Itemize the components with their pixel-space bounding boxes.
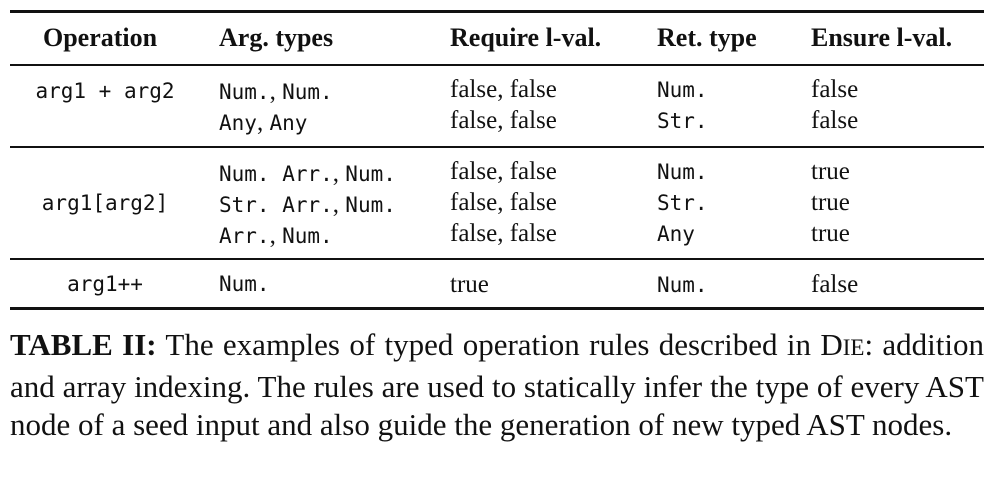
caption-text: : addition and array indexing. The rules… [10,327,984,442]
caption-label: TABLE II: [10,327,157,362]
header-operation: Operation [43,23,158,52]
arg-separator: , [332,191,346,218]
require-lval-cell: false, false [450,76,557,103]
arg-type: Num. [282,80,333,104]
arg-types-cell: Num. [219,274,270,295]
require-lval-cell: false, false [450,158,557,185]
require-lval-cell: false, false [450,189,557,216]
arg-type: Num. [219,272,270,296]
ret-type-cell: Str. [657,109,708,133]
table-top-rule [10,10,984,13]
arg-types-cell: Num. Arr., Num. [219,161,396,186]
arg-type: Any [269,111,308,135]
header-ensure-lval: Ensure l-val. [811,23,953,52]
require-lval-cell: false, false [450,107,557,134]
operation-indexing: arg1[arg2] [41,191,169,215]
ensure-lval-cell: false [811,76,859,103]
operation-addition: arg1 + arg2 [35,79,175,103]
arg-separator: , [332,160,346,187]
arg-type: Str. Arr. [219,193,333,217]
ret-type-cell: Num. [657,78,708,102]
arg-separator: , [269,222,283,249]
ret-type-cell: Str. [657,191,708,215]
arg-types-cell: Num., Num. [219,79,333,104]
header-ret-type: Ret. type [657,23,757,52]
arg-type: Num. [345,162,396,186]
require-lval-cell: false, false [450,220,557,247]
ensure-lval-cell: false [811,107,859,134]
table-bottom-rule [10,307,984,310]
header-rule [10,64,984,66]
caption-tool-name-rest: IE [842,335,865,360]
rules-table: Operation Arg. types Require l-val. Ret.… [10,10,984,310]
arg-type: Arr. [219,224,270,248]
caption-tool-name-initial: D [820,327,843,362]
caption-text: The examples of typed operation rules de… [156,327,821,362]
ret-type-cell: Any [657,222,695,246]
table-caption: TABLE II: The examples of typed operatio… [10,326,984,445]
ensure-lval-cell: true [811,158,850,185]
arg-types-cell: Any, Any [219,110,307,135]
header-require-lval: Require l-val. [450,23,602,52]
group-rule [10,258,984,260]
ensure-lval-cell: true [811,220,850,247]
ensure-lval-cell: true [811,189,850,216]
arg-type: Num. [219,80,270,104]
arg-type: Num. Arr. [219,162,333,186]
arg-types-cell: Str. Arr., Num. [219,192,396,217]
arg-type: Any [219,111,257,135]
group-rule [10,146,984,148]
ret-type-cell: Num. [657,160,708,184]
arg-separator: , [269,78,283,105]
operation-increment: arg1++ [67,272,143,296]
arg-separator: , [256,109,270,136]
arg-type: Num. [282,224,333,248]
arg-types-cell: Arr., Num. [219,223,333,248]
ret-type-cell: Num. [657,273,708,297]
ensure-lval-cell: false [811,271,859,298]
arg-type: Num. [345,193,396,217]
require-lval-cell: true [450,271,489,298]
header-arg-types: Arg. types [219,23,334,52]
